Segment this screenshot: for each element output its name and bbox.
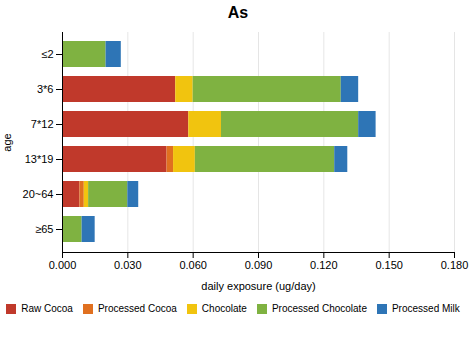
svg-text:0.180: 0.180 — [441, 259, 469, 271]
svg-text:0.000: 0.000 — [49, 259, 77, 271]
svg-text:20~64: 20~64 — [23, 188, 54, 200]
svg-text:≥65: ≥65 — [35, 223, 53, 235]
svg-text:age: age — [1, 133, 13, 151]
html-text:Chocolate: Chocolate — [201, 303, 247, 314]
html-text:Processed Milk: Processed Milk — [392, 303, 460, 314]
html-text:Processed Chocolate: Processed Chocolate — [271, 303, 367, 314]
html-text:Raw Cocoa: Raw Cocoa — [21, 303, 73, 314]
svg-text:3*6: 3*6 — [37, 83, 54, 95]
svg-text:0.090: 0.090 — [245, 259, 273, 271]
svg-text:0.030: 0.030 — [114, 259, 142, 271]
svg-text:7*12: 7*12 — [31, 118, 54, 130]
html-text:As: As — [227, 4, 249, 21]
html-text:Processed Cocoa: Processed Cocoa — [97, 303, 177, 314]
svg-text:0.120: 0.120 — [310, 259, 338, 271]
svg-text:≤2: ≤2 — [41, 48, 53, 60]
svg-text:daily exposure (ug/day): daily exposure (ug/day) — [201, 280, 315, 292]
svg-text:13*19: 13*19 — [25, 153, 54, 165]
svg-text:0.060: 0.060 — [179, 259, 207, 271]
svg-text:0.150: 0.150 — [375, 259, 403, 271]
